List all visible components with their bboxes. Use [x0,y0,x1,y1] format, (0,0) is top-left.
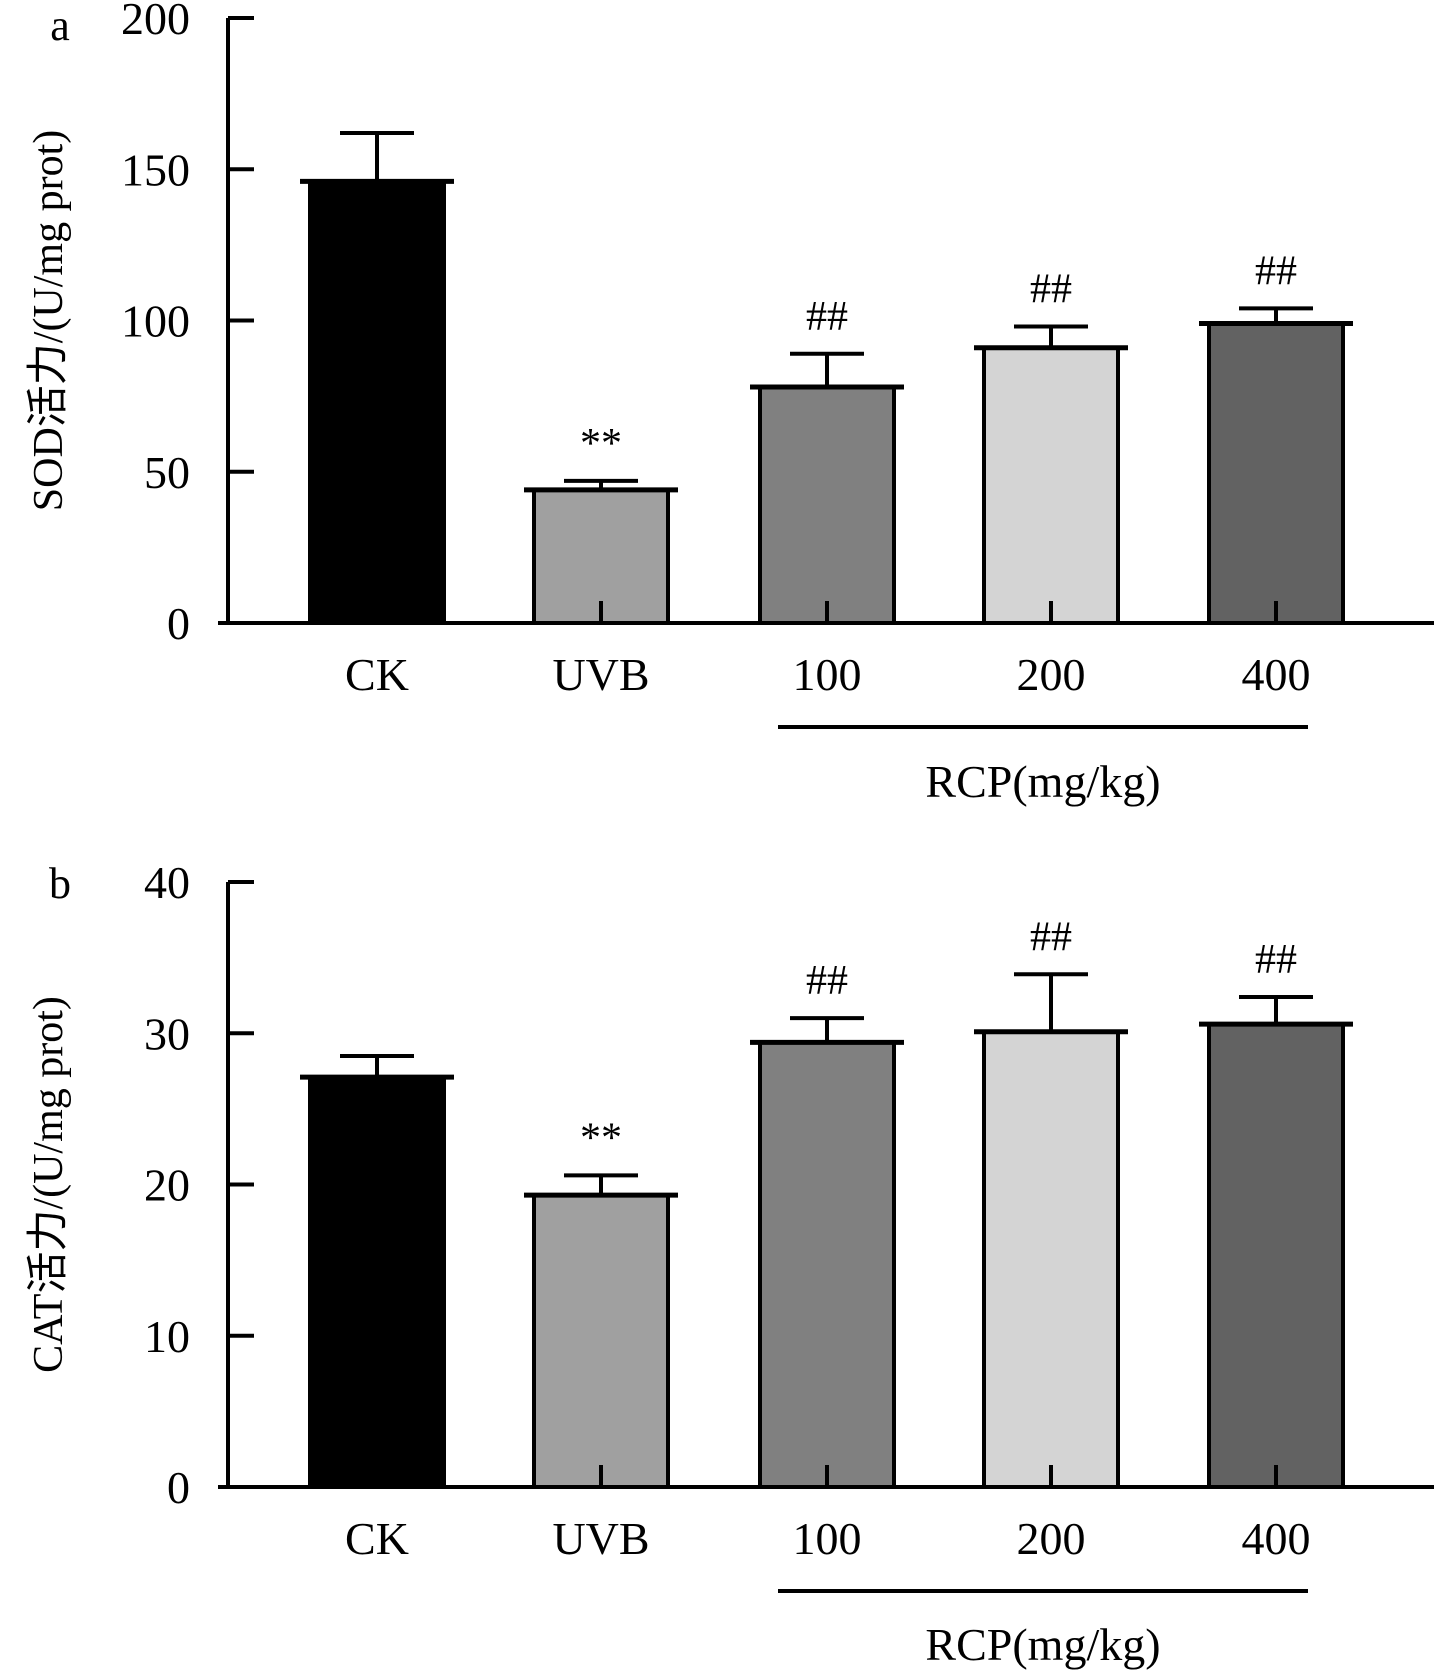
x-axis-group-label: RCP(mg/kg) [925,1619,1160,1670]
y-tick-label: 200 [121,0,190,44]
panel-a-sod-chart: a SOD活力/(U/mg prot) CK ** UVB ## 100 ## 200 ## 400… [26,0,1434,807]
bar-group: ** [524,421,678,625]
significance-marker: ## [806,958,848,1004]
significance-marker: ## [1255,248,1297,294]
y-tick-label: 10 [144,1311,190,1362]
bar-group: ## [974,914,1128,1490]
bar-400 [1207,321,1345,625]
bar-group: ## [1199,937,1353,1490]
y-tick-label: 30 [144,1008,190,1059]
x-tick-label: 100 [793,649,862,700]
significance-marker: ## [1030,914,1072,960]
significance-marker: ## [806,294,848,340]
significance-marker: ## [1255,937,1297,983]
y-axis-label: SOD活力/(U/mg prot) [26,130,72,512]
y-axis-label: CAT活力/(U/mg prot) [26,996,72,1373]
x-tick-label: 200 [1017,1513,1086,1564]
bar-CK [308,179,446,625]
y-tick-label: 100 [121,296,190,347]
bar-100 [758,1040,896,1489]
bar-200 [982,1029,1120,1490]
significance-marker: ** [580,421,622,467]
x-tick-label: 100 [793,1513,862,1564]
x-tick-label: UVB [552,649,649,700]
y-tick-label: 50 [144,447,190,498]
bar-group: ## [750,294,904,625]
significance-marker: ## [1030,267,1072,313]
x-tick-label: 400 [1242,1513,1311,1564]
x-axis-group-label: RCP(mg/kg) [925,756,1160,807]
panel-letter: b [49,859,71,908]
bar-UVB [532,1193,670,1490]
bar-UVB [532,487,670,625]
y-tick-label: 0 [167,1462,190,1513]
y-tick-label: 40 [144,857,190,908]
bar-200 [982,345,1120,625]
bar-group: ** [524,1115,678,1490]
bar-group: ## [974,267,1128,625]
x-tick-label: 200 [1017,649,1086,700]
y-tick-label: 150 [121,144,190,195]
y-tick-label: 0 [167,598,190,649]
bar-group [300,1053,454,1490]
panel-letter: a [50,1,70,50]
bar-group: ## [1199,248,1353,625]
x-tick-label: CK [345,649,409,700]
bar-100 [758,385,896,625]
bar-CK [308,1075,446,1490]
bar-group: ## [750,958,904,1489]
bar-group [300,130,454,625]
x-tick-label: 400 [1242,649,1311,700]
x-tick-label: CK [345,1513,409,1564]
y-tick-label: 20 [144,1160,190,1211]
x-tick-label: UVB [552,1513,649,1564]
significance-marker: ** [580,1115,622,1161]
bar-400 [1207,1022,1345,1490]
